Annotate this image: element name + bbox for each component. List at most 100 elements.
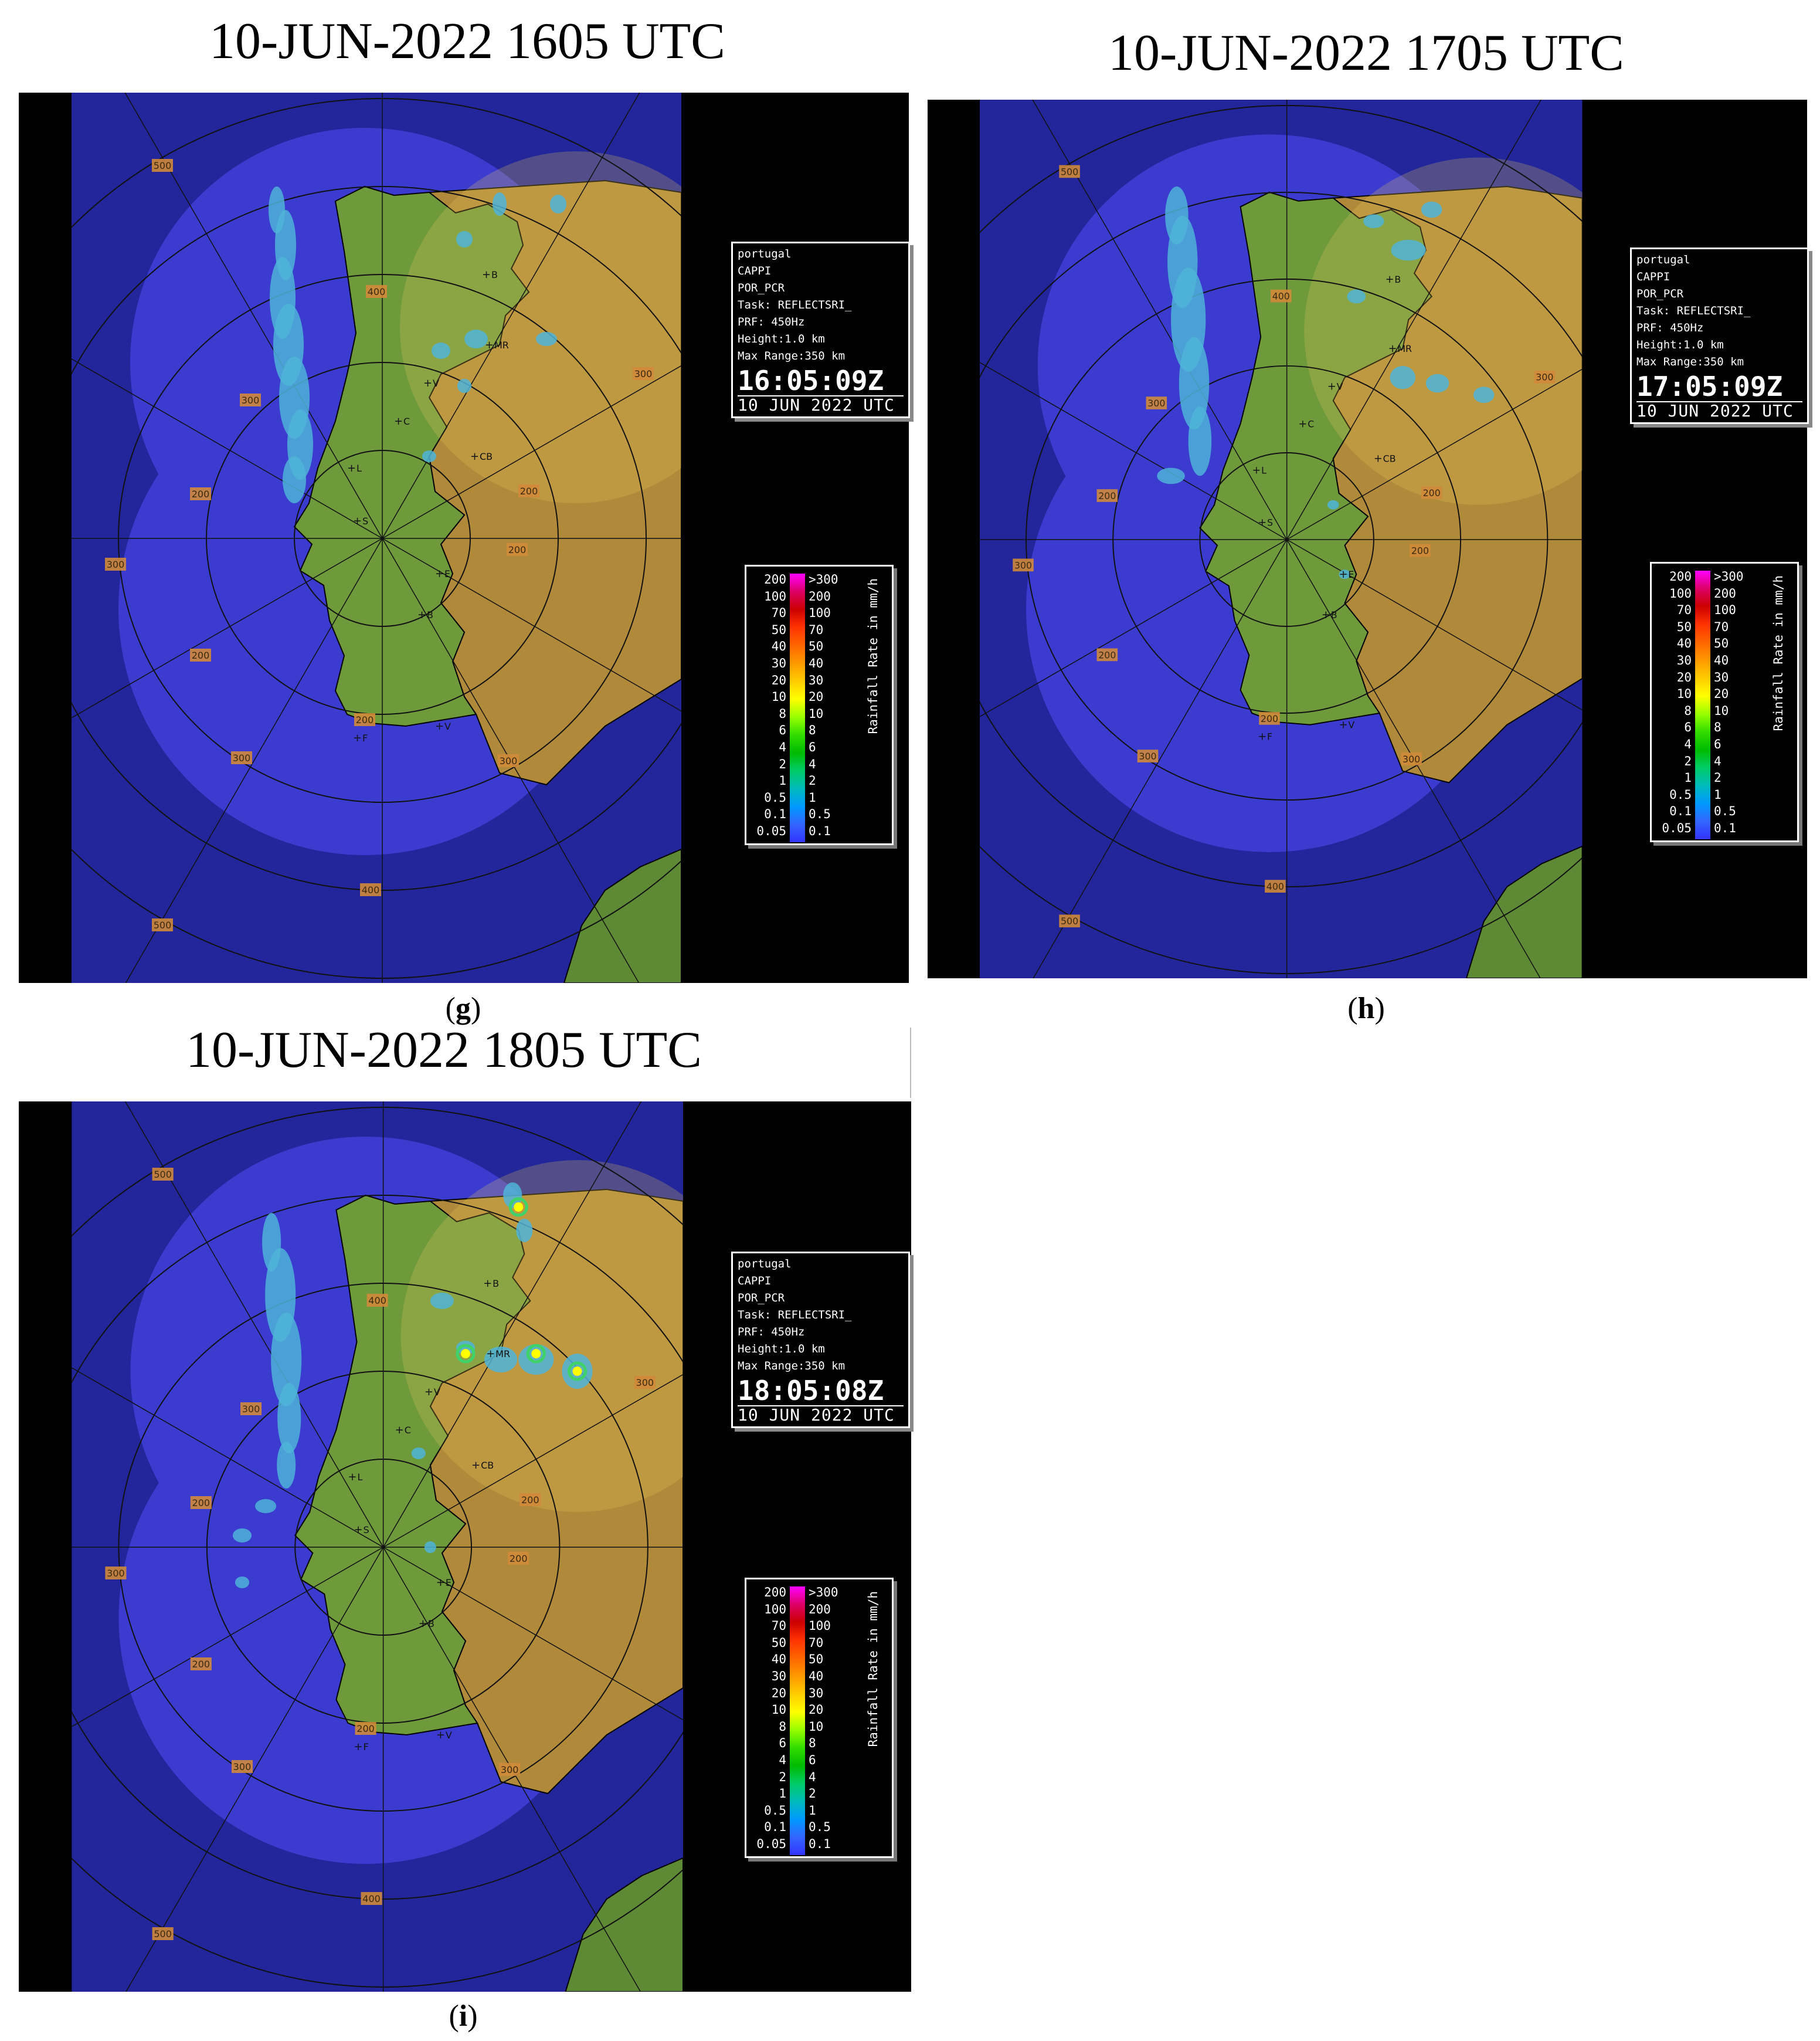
legend-value: 1 (809, 1803, 816, 1818)
legend-value: 4 (779, 740, 786, 754)
legend-value: 200 (764, 1585, 786, 1599)
legend-value: 70 (1676, 603, 1692, 618)
legend-value: 10 (809, 1719, 824, 1734)
rain-cell (411, 1447, 426, 1459)
left-border (19, 93, 72, 983)
range-label-bg (1137, 750, 1159, 762)
legend-value: 4 (1684, 737, 1692, 751)
radar-info-box: portugal CAPPI POR_PCR Task: REFLECTSRI_… (731, 242, 910, 418)
city-label: CB (481, 1460, 494, 1471)
info-line: CAPPI (1636, 270, 1670, 283)
panel-caption: (h) (1347, 992, 1385, 1025)
range-label: 300 (1014, 560, 1032, 571)
range-label: 400 (362, 884, 380, 896)
range-label: 300 (242, 395, 260, 406)
radar-overlay (400, 1160, 754, 1512)
city-marker: + (486, 1348, 495, 1360)
range-label: 200 (508, 544, 527, 555)
city-label: E (446, 1577, 451, 1588)
range-label-bg (105, 1567, 127, 1579)
city-label: C (1308, 419, 1314, 430)
city-marker: + (353, 515, 362, 527)
rain-cell (235, 1576, 250, 1588)
rain-cell (493, 192, 507, 216)
rain-cell (1363, 214, 1384, 229)
legend-color-bar (790, 574, 805, 842)
range-label: 300 (501, 1764, 519, 1775)
legend-value: 2 (809, 1786, 816, 1801)
info-line: POR_PCR (1636, 287, 1684, 300)
info-line: Height:1.0 km (738, 333, 825, 345)
radar-overlay (400, 151, 752, 503)
panel-title: 10-JUN-2022 1705 UTC (1108, 25, 1624, 82)
city-marker: + (470, 450, 479, 463)
city-label: CB (1383, 453, 1396, 465)
legend-value: 200 (1714, 586, 1736, 601)
legend-value: 6 (809, 740, 816, 754)
legend-value: 50 (1714, 636, 1729, 651)
range-label-bg (507, 543, 528, 556)
right-panel (1582, 100, 1807, 978)
legend-color-bar (1695, 571, 1710, 839)
range-label: 500 (154, 1169, 172, 1180)
legend-left-values: 200 100 70 50 40 30 20 10 8 6 4 2 1 0.5 0.1 0.05 (750, 571, 786, 840)
city-marker: + (354, 1524, 363, 1536)
info-line: Max Range:350 km (738, 350, 846, 362)
range-label-bg (1421, 486, 1442, 499)
legend-value: 0.5 (1714, 804, 1736, 819)
city-marker: + (1298, 419, 1307, 430)
city-label: S (362, 516, 368, 527)
city-label: B (493, 1278, 499, 1289)
city-marker: + (394, 415, 403, 428)
city-label: L (1261, 465, 1266, 476)
city-marker: + (347, 462, 356, 474)
radar-map: 500 400 300 200 300 200 300 200 300 200 400 500 300 2… (928, 100, 1809, 978)
legend-right-values: >300 200 100 70 50 40 30 20 10 8 6 4 2 1 0.5 0.1 (809, 571, 838, 840)
rain-cell (422, 450, 436, 462)
radar-time: 16:05:09Z (738, 365, 884, 396)
legend-value: 100 (809, 1619, 831, 1633)
city-label: C (405, 1425, 411, 1436)
range-label-bg (190, 1496, 212, 1509)
range-label: 200 (192, 489, 210, 500)
azimuth-line (382, 93, 640, 539)
range-label: 200 (520, 486, 538, 497)
radar-time: 18:05:08Z (738, 1375, 884, 1406)
legend-value: 50 (771, 1635, 786, 1650)
range-label: 200 (192, 1659, 210, 1670)
portugal-land (293, 185, 530, 727)
range-label-bg (152, 1927, 174, 1940)
legend-value: 70 (809, 1635, 824, 1650)
city-label: B (1331, 609, 1337, 621)
portugal-land (294, 1194, 531, 1736)
legend-left-values: 200 100 70 50 40 30 20 10 8 6 4 2 1 0.5 0.1 0.05 (1655, 568, 1692, 837)
legend-value: 50 (809, 1652, 824, 1667)
city-label: S (1267, 517, 1273, 528)
city-label: S (364, 1524, 369, 1535)
city-label: CB (480, 451, 493, 462)
rain-cell (1391, 239, 1426, 261)
city-marker: + (1339, 569, 1348, 581)
legend-right-values: >300 200 100 70 50 40 30 20 10 8 6 4 2 1 0.5 0.1 (1714, 568, 1744, 837)
range-label-bg (1270, 289, 1292, 303)
rain-cell (516, 1219, 533, 1242)
city-marker: + (417, 609, 426, 621)
city-marker: + (395, 1424, 404, 1436)
range-label: 400 (368, 1295, 386, 1306)
legend-value: 8 (809, 1736, 816, 1751)
legend-value: 30 (1676, 653, 1692, 667)
city-label: B (1394, 274, 1401, 285)
range-label-bg (366, 1294, 388, 1307)
legend-value: 20 (771, 673, 786, 687)
legend-value: 10 (771, 1703, 786, 1717)
radar-map: 500 400 300 200 300 200 300 200 300 200 400 500 300 2… (19, 1101, 911, 1992)
rain-cell (536, 332, 557, 346)
radar-image: 500 400 300 200 300 200 300 200 300 200 400 500 300 2… (19, 93, 909, 983)
legend-value: 20 (771, 1686, 786, 1700)
legend-value: 40 (1714, 653, 1729, 667)
range-label: 300 (636, 1377, 654, 1388)
rain-cell (464, 330, 488, 348)
legend-value: 6 (1684, 720, 1692, 735)
legend-value: >300 (809, 1585, 838, 1599)
legend-value: 200 (764, 572, 786, 586)
